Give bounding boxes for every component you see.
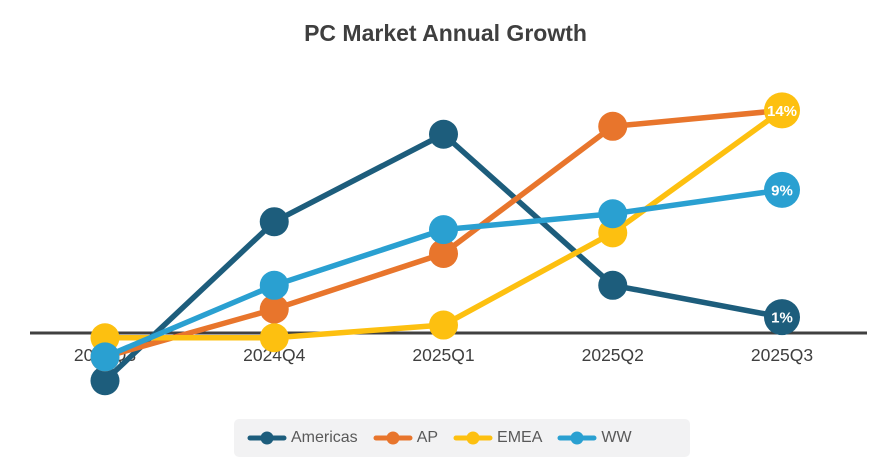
legend-label-ap: AP — [416, 429, 439, 446]
marker-americas-2024Q4 — [259, 207, 289, 237]
legend-swatch-ww — [557, 431, 597, 445]
end-marker-ww — [764, 171, 800, 208]
marker-americas-2024Q3 — [90, 366, 120, 396]
x-tick-2025Q3: 2025Q3 — [751, 345, 813, 365]
marker-ww-2025Q1 — [429, 215, 458, 245]
end-label-ww: 9% — [771, 182, 793, 199]
marker-ap-2025Q2 — [598, 111, 628, 141]
legend-dot-ww — [570, 431, 584, 445]
legend-label-americas: Americas — [291, 429, 358, 446]
series-americas: 1% — [90, 119, 800, 396]
legend-swatch-emea — [453, 431, 493, 445]
chart-title: PC Market Annual Growth — [304, 20, 587, 46]
x-tick-2024Q4: 2024Q4 — [243, 345, 306, 365]
legend-label-emea: EMEA — [497, 429, 543, 446]
legend-item-ww: WW — [557, 429, 632, 447]
series-ww: 9% — [90, 171, 800, 372]
marker-emea-2024Q4 — [259, 323, 289, 353]
x-tick-2025Q2: 2025Q2 — [582, 345, 644, 365]
end-marker-americas — [764, 299, 800, 336]
marker-americas-2025Q2 — [598, 270, 628, 300]
legend-swatch-ap — [373, 431, 413, 445]
marker-ww-2024Q4 — [259, 270, 289, 300]
legend-item-americas: Americas — [247, 429, 358, 447]
marker-emea-2025Q1 — [429, 310, 458, 340]
marker-ap-2024Q4 — [259, 294, 289, 324]
end-label-americas: 1% — [771, 310, 793, 327]
legend-dot-emea — [466, 431, 480, 445]
legend-item-emea: EMEA — [453, 429, 542, 447]
legend-label-ww: WW — [601, 429, 632, 446]
marker-ww-2025Q2 — [598, 199, 628, 229]
end-label-emea: 14% — [767, 103, 797, 120]
marker-americas-2025Q1 — [429, 119, 458, 149]
marker-ap-2025Q1 — [429, 239, 458, 268]
legend: Americas AP EMEA WW — [234, 419, 690, 457]
x-tick-2025Q1: 2025Q1 — [412, 345, 474, 365]
legend-swatch-americas — [247, 431, 287, 445]
marker-ww-2024Q3 — [90, 342, 120, 372]
end-marker-emea — [764, 92, 800, 129]
legend-dot-ap — [386, 431, 400, 445]
legend-dot-americas — [260, 431, 274, 445]
legend-item-ap: AP — [373, 429, 438, 447]
